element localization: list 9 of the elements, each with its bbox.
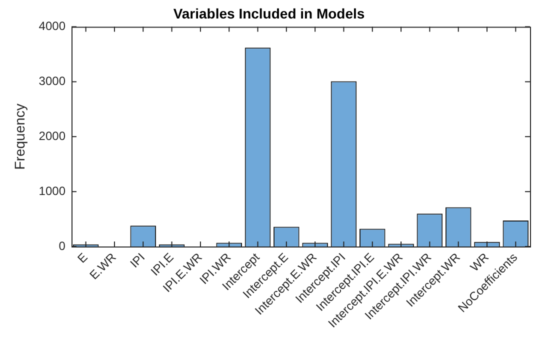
y-tick-label: 2000 bbox=[38, 128, 66, 143]
y-axis-title: Frequency bbox=[11, 104, 28, 170]
chart-title: Variables Included in Models bbox=[173, 5, 365, 22]
x-tick-label: IPI bbox=[127, 250, 148, 270]
y-tick-label: 0 bbox=[58, 238, 66, 253]
y-tick-label: 4000 bbox=[38, 19, 66, 34]
y-tick-label: 3000 bbox=[38, 74, 66, 88]
y-tick-label: 1000 bbox=[38, 184, 66, 198]
x-tick-label: E bbox=[74, 250, 90, 266]
